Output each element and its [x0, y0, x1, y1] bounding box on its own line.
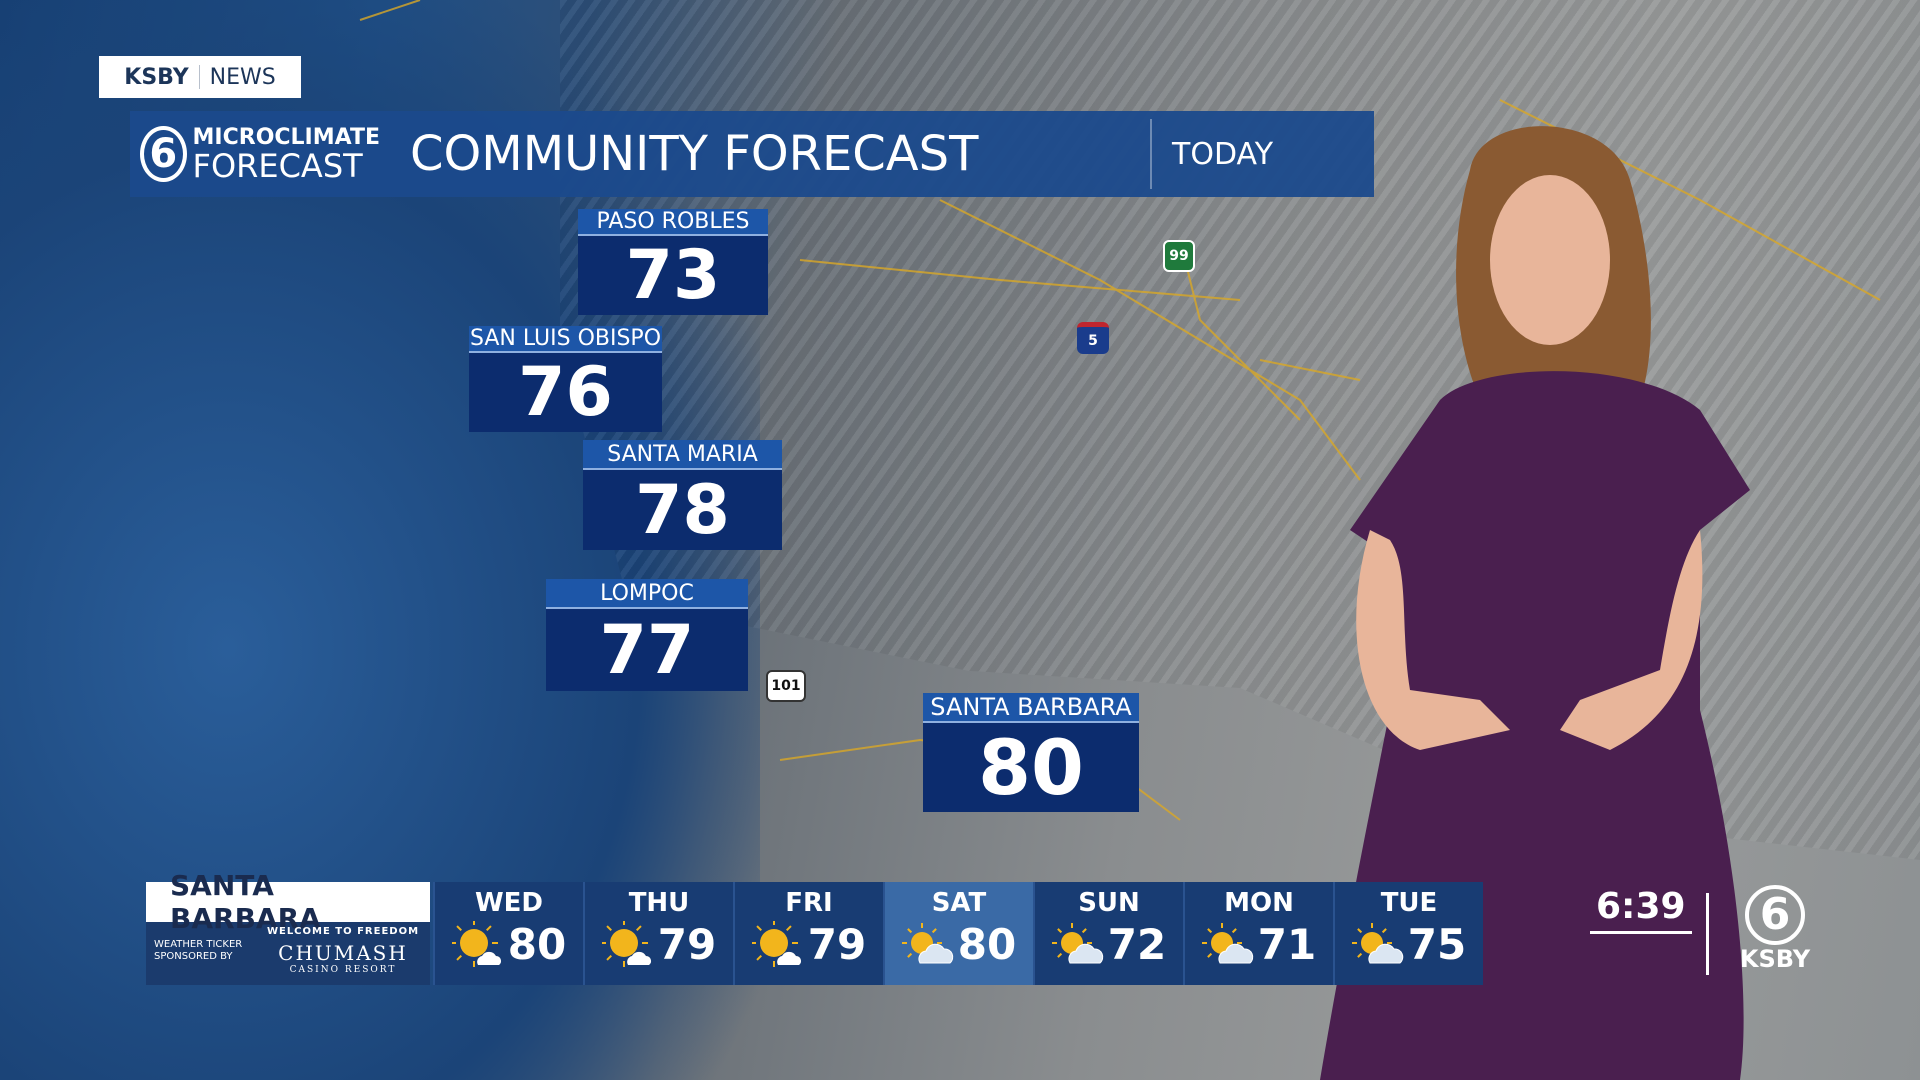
page-title: COMMUNITY FORECAST [410, 126, 979, 182]
sponsor-tagline: WELCOME TO FREEDOM [266, 926, 420, 937]
brand-line2: FORECAST [192, 147, 363, 185]
city-name: SANTA BARBARA [923, 693, 1139, 723]
city-temp: 77 [546, 609, 748, 691]
day-high: 80 [507, 920, 567, 969]
city-san-luis-obispo: SAN LUIS OBISPO 76 [469, 326, 662, 432]
forecast-header: 6 MICROCLIMATE FORECAST COMMUNITY FORECAS… [130, 111, 1374, 197]
mostly-sunny-icon [751, 920, 801, 967]
city-temp: 78 [583, 470, 782, 550]
ticker-location-panel: SANTA BARBARA WEATHER TICKER SPONSORED B… [146, 869, 430, 985]
header-divider [1150, 119, 1152, 189]
city-name: LOMPOC [546, 579, 748, 609]
city-temp: 76 [469, 353, 662, 432]
station-tag: KSBY NEWS [99, 56, 301, 98]
city-paso-robles: PASO ROBLES 73 [578, 209, 768, 315]
sponsor-label: WEATHER TICKER SPONSORED BY [154, 938, 243, 962]
day-name: MON [1224, 888, 1294, 918]
city-name: SAN LUIS OBISPO [469, 326, 662, 353]
clock: 6:39 [1590, 886, 1692, 934]
partly-cloudy-icon [1201, 922, 1254, 963]
city-name: PASO ROBLES [578, 209, 768, 236]
channel-6-icon: 6 [1745, 885, 1805, 945]
day-name: WED [474, 888, 544, 918]
highway-101-shield: 101 [766, 670, 806, 702]
highway-99-shield: 99 [1163, 240, 1195, 272]
forecast-day-wed: WED 80 [433, 882, 583, 985]
day-high: 72 [1107, 920, 1167, 969]
divider [1706, 893, 1709, 975]
partly-cloudy-icon [901, 922, 954, 963]
microclimate-logo: 6 MICROCLIMATE FORECAST [130, 111, 380, 197]
forecast-day-sat: SAT 80 [883, 882, 1033, 985]
seven-day-ticker: WED 80 THU 79 FRI 79 SAT 80 SUN 72 MON 71 TUE 75 [433, 882, 1483, 985]
brand-line1: MICROCLIMATE [192, 125, 380, 150]
section-name: NEWS [209, 64, 276, 90]
period-label: TODAY [1172, 136, 1274, 172]
sponsor-sub: CASINO RESORT [289, 965, 397, 975]
city-santa-barbara: SANTA BARBARA 80 [923, 693, 1139, 812]
forecast-day-tue: TUE 75 [1333, 882, 1483, 985]
day-high: 75 [1407, 920, 1467, 969]
city-name: SANTA MARIA [583, 440, 782, 470]
forecast-day-mon: MON 71 [1183, 882, 1333, 985]
day-name: THU [628, 888, 690, 918]
forecast-day-fri: FRI 79 [733, 882, 883, 985]
ticker-location: SANTA BARBARA [146, 869, 430, 935]
sponsor-name: CHUMASH [278, 941, 408, 965]
city-lompoc: LOMPOC 77 [546, 579, 748, 691]
day-high: 79 [807, 920, 867, 969]
day-high: 79 [657, 920, 717, 969]
forecast-day-sun: SUN 72 [1033, 882, 1183, 985]
mostly-sunny-icon [601, 920, 651, 967]
city-temp: 80 [923, 723, 1139, 812]
mostly-sunny-icon [451, 920, 501, 967]
day-name: TUE [1380, 888, 1438, 918]
divider [198, 65, 200, 89]
day-name: SUN [1078, 888, 1140, 918]
city-temp: 73 [578, 236, 768, 315]
station-name: KSBY [124, 64, 189, 90]
channel-6-icon: 6 [140, 126, 187, 182]
partly-cloudy-icon [1051, 922, 1104, 963]
day-name: FRI [785, 888, 833, 918]
forecast-day-thu: THU 79 [583, 882, 733, 985]
partly-cloudy-icon [1351, 922, 1404, 963]
call-sign: KSBY [1739, 945, 1811, 973]
day-high: 71 [1257, 920, 1317, 969]
day-high: 80 [957, 920, 1017, 969]
ksby-logo: 6 KSBY [1735, 885, 1815, 973]
day-name: SAT [931, 888, 987, 918]
interstate-5-shield: 5 [1077, 322, 1109, 354]
sponsor-block: WEATHER TICKER SPONSORED BY WELCOME TO F… [146, 922, 430, 979]
city-santa-maria: SANTA MARIA 78 [583, 440, 782, 550]
